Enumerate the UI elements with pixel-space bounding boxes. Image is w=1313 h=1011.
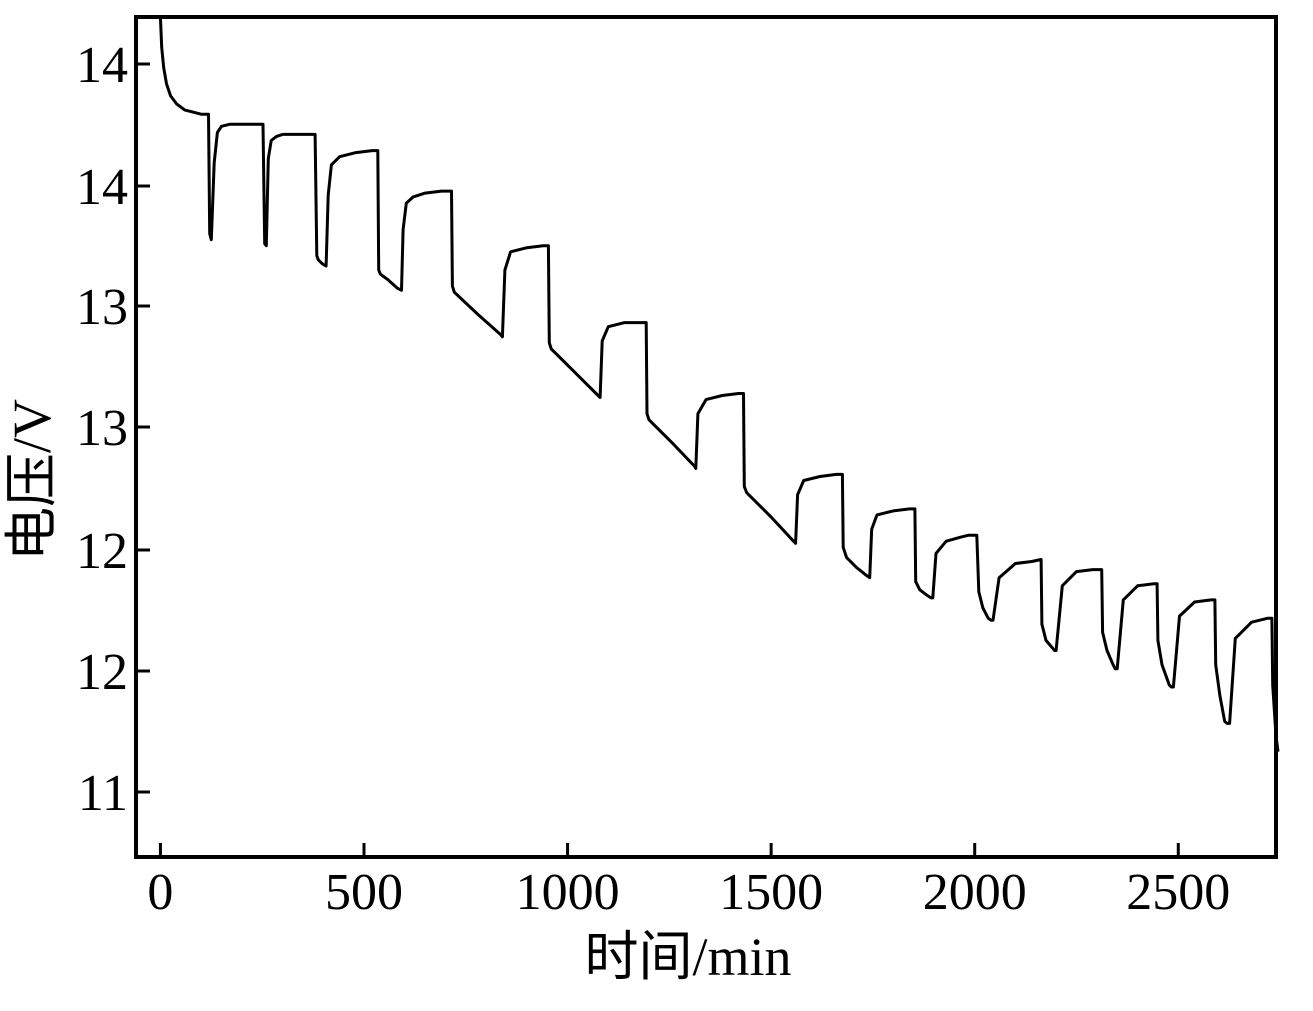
x-tick-label: 1000 bbox=[516, 864, 620, 921]
voltage-series-line bbox=[158, 16, 1280, 752]
y-tick-label: 13 bbox=[76, 279, 128, 336]
x-tick-label: 0 bbox=[147, 864, 173, 921]
y-axis-ticks: 11 12 12 13 13 14 14 bbox=[76, 37, 150, 822]
x-tick-label: 2000 bbox=[923, 864, 1027, 921]
y-axis-title: 电压/V bbox=[2, 399, 62, 561]
y-tick-label: 14 bbox=[76, 159, 128, 216]
y-tick-label: 11 bbox=[78, 765, 128, 822]
x-axis-title: 时间/min bbox=[584, 927, 791, 987]
y-tick-label: 14 bbox=[76, 37, 128, 94]
plot-frame bbox=[134, 15, 1278, 859]
x-axis-ticks: 0 500 1000 1500 2000 2500 bbox=[147, 843, 1230, 921]
x-tick-label: 500 bbox=[325, 864, 403, 921]
y-tick-label: 12 bbox=[76, 523, 128, 580]
y-tick-label: 13 bbox=[76, 400, 128, 457]
x-tick-label: 1500 bbox=[719, 864, 823, 921]
x-tick-label: 2500 bbox=[1126, 864, 1230, 921]
y-tick-label: 12 bbox=[76, 644, 128, 701]
